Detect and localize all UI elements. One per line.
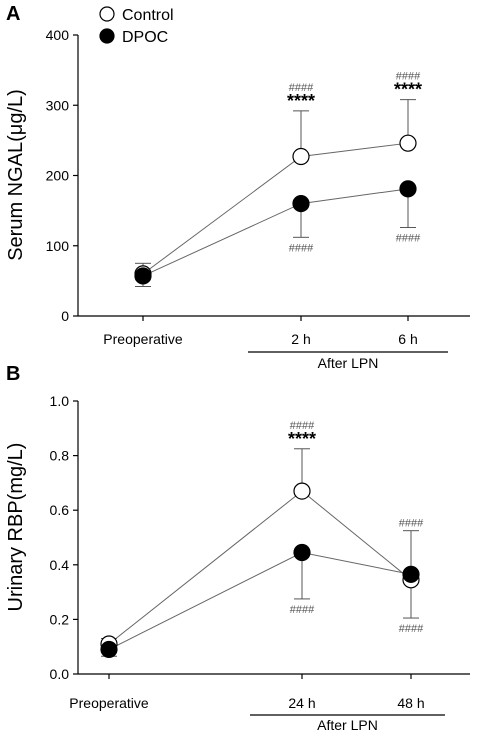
y-tick-label: 0.6 <box>50 502 70 518</box>
series-line-control <box>108 490 412 645</box>
series-line-dpoc <box>108 551 412 650</box>
significance-stars: **** <box>287 91 315 111</box>
data-point-dpoc <box>292 195 310 213</box>
legend-control-marker <box>99 6 115 22</box>
significance-hashes: #### <box>289 82 314 94</box>
group-label: After LPN <box>317 717 378 731</box>
y-tick-label: 300 <box>46 97 70 113</box>
plot-a: 0 100 200 300 400 Preoperative 2 h 6 h After LPN… <box>46 27 470 371</box>
x-category-label: 48 h <box>397 695 424 711</box>
series-line-control <box>142 142 409 275</box>
significance-hashes: #### <box>290 420 315 432</box>
significance-hashes: #### <box>399 623 424 635</box>
panel-label-a: A <box>6 3 20 25</box>
data-point-control <box>293 482 311 500</box>
significance-stars: **** <box>394 80 422 100</box>
data-point-dpoc <box>402 565 420 583</box>
x-category-label: Preoperative <box>103 331 183 347</box>
y-tick-label: 0.4 <box>50 557 70 573</box>
y-tick-label: 100 <box>46 238 70 254</box>
significance-hashes: #### <box>289 242 314 254</box>
legend-dpoc-marker <box>99 28 115 44</box>
series-line-dpoc <box>142 188 409 277</box>
y-tick-label: 0 <box>61 308 69 324</box>
y-tick-label: 400 <box>46 27 70 43</box>
group-label: After LPN <box>318 355 379 371</box>
y-tick-label: 0.0 <box>50 666 70 682</box>
y-tick-label: 0.2 <box>50 611 70 627</box>
legend-dpoc-label: DPOC <box>122 29 168 46</box>
x-category-label: 24 h <box>288 695 315 711</box>
data-point-control <box>399 134 417 152</box>
legend: Control DPOC <box>99 6 174 46</box>
data-point-dpoc <box>293 543 311 562</box>
significance-hashes: #### <box>399 518 424 530</box>
x-category-label: 2 h <box>291 331 310 347</box>
legend-control-label: Control <box>122 7 174 24</box>
data-point-dpoc <box>100 640 118 659</box>
significance-hashes: #### <box>396 232 421 244</box>
x-category-label: 6 h <box>398 331 417 347</box>
y-tick-label: 200 <box>46 168 70 184</box>
x-category-label: Preoperative <box>69 695 149 711</box>
y-axis-title-a: Serum NGAL(μg/L) <box>5 89 27 261</box>
significance-stars: **** <box>288 429 316 449</box>
plot-b: 0.0 0.2 0.4 0.6 0.8 1.0 Preoperative 24 h 48 h Af… <box>50 393 470 731</box>
data-point-control <box>292 147 310 166</box>
y-tick-label: 1.0 <box>50 393 70 409</box>
y-axis-title-b: Urinary RBP(mg/L) <box>5 443 27 612</box>
y-tick-label: 0.8 <box>50 448 70 464</box>
significance-hashes: #### <box>396 71 421 83</box>
data-point-dpoc <box>399 180 417 198</box>
significance-hashes: #### <box>290 604 315 616</box>
panel-label-b: B <box>6 363 20 385</box>
data-point-dpoc <box>134 267 152 285</box>
